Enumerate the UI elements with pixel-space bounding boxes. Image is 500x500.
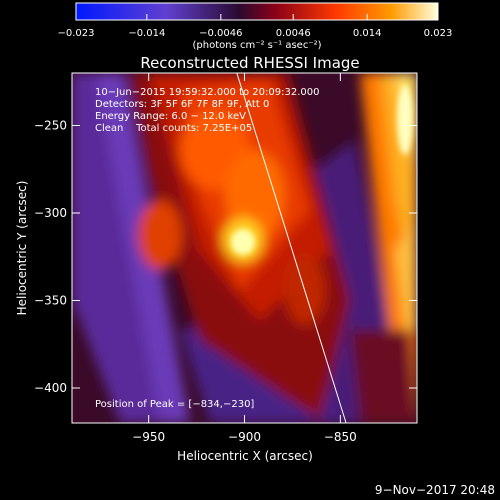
x-tick-label: −850 <box>324 430 357 444</box>
colorbar-ticks: −0.023 −0.014 −0.0046 0.0046 0.014 0.023 <box>57 14 452 39</box>
colorbar-tick-label: 0.023 <box>424 28 453 39</box>
annotation-energy: Energy Range: 6.0 − 12.0 keV <box>95 111 246 122</box>
annotation-clean: Clean Total counts: 7.25E+05 <box>95 123 252 134</box>
x-tick-label: −950 <box>132 430 165 444</box>
axis-ticks: −950 −900 −850 −250 −300 −350 −400 <box>34 73 417 444</box>
y-tick-label: −400 <box>34 381 67 395</box>
footer-date: 9−Nov−2017 20:48 <box>375 483 495 497</box>
x-tick-label: −900 <box>228 430 261 444</box>
annotation-time-range: 10−Jun−2015 19:59:32.000 to 20:09:32.000 <box>95 87 320 98</box>
colorbar-tick-label: −0.023 <box>57 28 94 39</box>
colorbar-tick-label: −0.014 <box>128 28 165 39</box>
colorbar-units: (photons cm⁻² s⁻¹ asec⁻²) <box>192 40 321 51</box>
x-axis-label: Heliocentric X (arcsec) <box>177 449 313 463</box>
annotation-peak: Position of Peak = [−834,−230] <box>95 399 254 410</box>
y-tick-label: −250 <box>34 119 67 133</box>
colorbar-tick-label: −0.0046 <box>199 28 242 39</box>
chart-title: Reconstructed RHESSI Image <box>140 54 359 72</box>
colorbar-tick-label: 0.014 <box>353 28 382 39</box>
solar-limb-line <box>236 73 347 423</box>
y-tick-label: −350 <box>34 294 67 308</box>
y-tick-label: −300 <box>34 206 67 220</box>
colorbar <box>75 2 439 21</box>
colorbar-tick-label: 0.0046 <box>276 28 311 39</box>
annotation-detectors: Detectors: 3F 5F 6F 7F 8F 9F, Att 0 <box>95 99 269 110</box>
heatmap <box>72 73 417 423</box>
y-axis-label: Heliocentric Y (arcsec) <box>15 181 29 316</box>
